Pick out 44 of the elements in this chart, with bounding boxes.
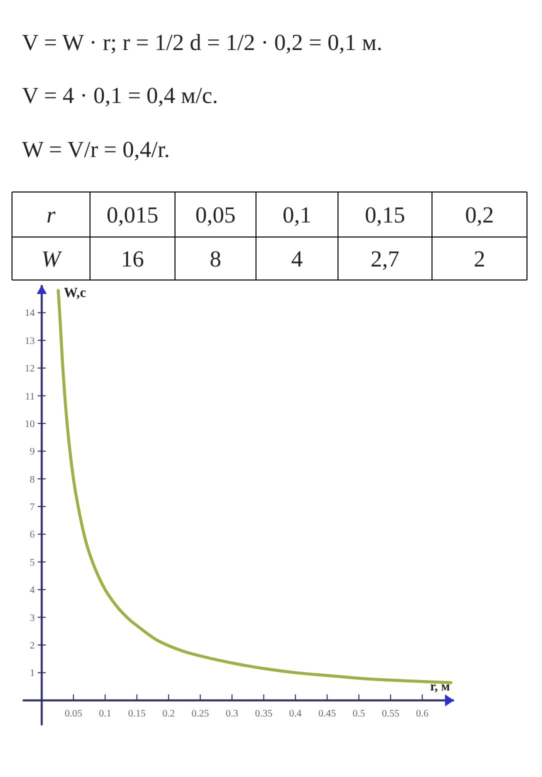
y-tick-label: 5 [30, 557, 35, 568]
text: V = 4 · 0,1 = 0,4 м/с. [22, 83, 218, 108]
y-tick-label: 6 [30, 530, 35, 541]
text: 16 [121, 246, 144, 272]
line-series [56, 289, 452, 684]
y-tick-label: 7 [30, 502, 35, 514]
x-tick-label: 0.05 [64, 708, 82, 720]
y-tick-label: 14 [24, 308, 35, 320]
text: 8 [210, 246, 222, 272]
text: 2,7 [370, 246, 400, 272]
x-tick-label: 0.2 [162, 708, 175, 720]
y-tick-label: 10 [24, 418, 35, 430]
x-tick-label: 0.1 [98, 708, 112, 720]
y-tick-label: 3 [30, 612, 35, 624]
x-tick-label: 0.55 [382, 708, 400, 720]
y-tick-label: 11 [25, 391, 35, 402]
y-tick-label: 2 [30, 640, 35, 652]
x-tick-label: 0.15 [128, 708, 146, 720]
y-tick-label: 1 [30, 668, 35, 680]
y-tick-label: 4 [30, 585, 35, 596]
x-axis-title: r, м [430, 678, 450, 694]
y-tick-label: 8 [30, 474, 35, 486]
text: 0,15 [364, 202, 406, 228]
y-tick-label: 13 [24, 336, 35, 347]
text: V = W · r; r = 1/2 d = 1/2 · 0,2 = 0,1 м. [22, 30, 382, 55]
text: 4 [291, 246, 304, 272]
text: 0,015 [106, 202, 158, 228]
text: 0,1 [282, 202, 312, 228]
y-tick-label: 12 [24, 364, 35, 375]
text: 0,2 [465, 202, 494, 228]
x-tick-label: 0.3 [226, 708, 238, 720]
x-tick-label: 0.45 [318, 708, 336, 720]
x-tick-label: 0.4 [289, 708, 302, 720]
x-tick-label: 0.5 [352, 708, 366, 720]
x-tick-label: 0.35 [254, 708, 272, 720]
text: 2 [474, 246, 486, 272]
text: r [46, 202, 57, 228]
x-tick-label: 0.25 [192, 708, 210, 720]
text: W [41, 246, 62, 272]
text: 0,05 [195, 202, 236, 228]
x-tick-label: 0.6 [416, 708, 429, 720]
y-tick-label: 9 [30, 446, 35, 458]
text: W = V/r = 0,4/r. [22, 137, 170, 162]
y-axis-title: W,с [64, 286, 86, 301]
